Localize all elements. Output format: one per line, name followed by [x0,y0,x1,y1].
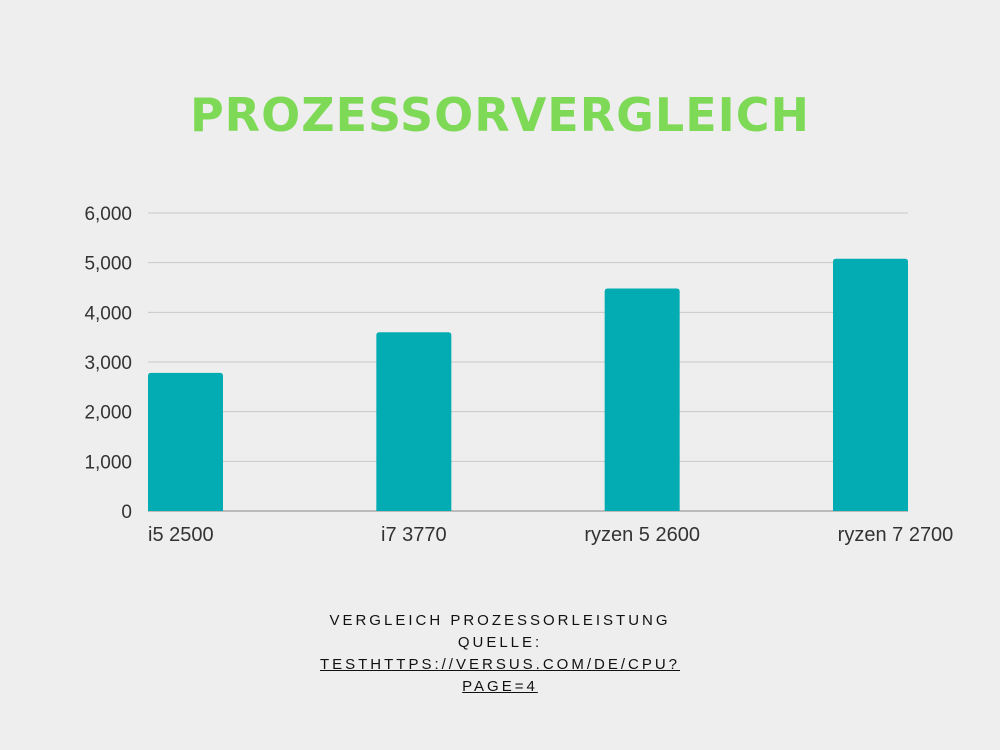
caption-heading: VERGLEICH PROZESSORLEISTUNG [329,612,671,629]
bar-ryzen-5-2600 [604,288,680,511]
x-category-label: i5 2500 [148,524,214,546]
y-tick-label: 0 [121,502,132,523]
x-category-label: ryzen 5 2600 [584,524,700,546]
source-link-continued[interactable]: PAGE=4 [462,678,538,695]
y-tick-label: 6,000 [84,204,132,225]
y-tick-label: 5,000 [84,254,132,275]
bar-i7-3770 [376,332,452,511]
y-tick-label: 1,000 [84,452,132,473]
source-link[interactable]: TESTHTTPS://VERSUS.COM/DE/CPU? [319,656,681,673]
bar-chart: 0 1,000 2,000 3,000 4,000 5,000 6,000 i5 2500 i7… [84,204,954,546]
x-category-label: i7 3770 [381,524,447,546]
x-category-label: ryzen 7 2700 [838,524,954,546]
y-tick-label: 3,000 [84,353,132,374]
y-tick-label: 4,000 [84,303,132,324]
y-tick-label: 2,000 [84,403,132,424]
chart-title: PROZESSORVERGLEICH [189,88,811,142]
caption: VERGLEICH PROZESSORLEISTUNG QUELLE: TEST… [0,610,1000,698]
caption-source-label: QUELLE: [457,634,543,651]
bar-ryzen-7-2700 [833,258,908,511]
bar-i5-2500 [148,372,223,511]
